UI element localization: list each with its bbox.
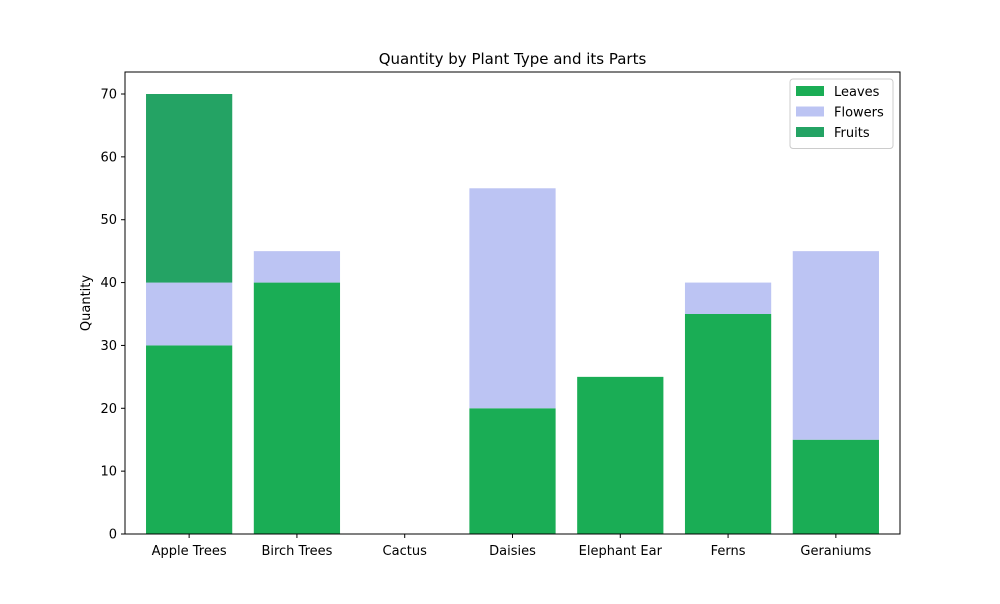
bar-fruits-apple-trees	[146, 94, 233, 283]
legend-swatch-flowers	[796, 106, 824, 117]
legend-label-leaves: Leaves	[834, 85, 880, 100]
x-tick-label: Geraniums	[800, 544, 871, 559]
bar-leaves-geraniums	[792, 439, 879, 534]
bar-leaves-birch-trees	[253, 282, 341, 534]
legend-label-flowers: Flowers	[834, 106, 884, 121]
y-tick-label: 20	[100, 402, 117, 417]
x-tick-label: Elephant Ear	[579, 544, 663, 559]
y-tick-label: 60	[100, 150, 117, 165]
x-tick-label: Birch Trees	[261, 544, 332, 559]
axes-layer: 0 10 20 30 40 50 60 70 Apple Trees Birch Trees Cac…	[100, 71, 901, 559]
y-tick-label: 70	[100, 88, 117, 103]
bar-flowers-daisies	[469, 188, 556, 409]
y-tick-label: 30	[100, 339, 117, 354]
y-tick-label: 50	[100, 213, 117, 228]
legend-label-fruits: Fruits	[834, 126, 870, 141]
bar-leaves-elephant-ear	[577, 376, 664, 534]
y-tick-label: 40	[100, 276, 117, 291]
x-tick-label: Ferns	[711, 544, 746, 559]
x-tick-label: Cactus	[383, 544, 428, 559]
legend-swatch-leaves	[796, 86, 824, 96]
legend-swatch-fruits	[796, 127, 824, 137]
bar-leaves-apple-trees	[146, 345, 233, 534]
bars-layer	[146, 94, 879, 534]
bar-leaves-ferns	[684, 314, 772, 534]
x-tick-label: Apple Trees	[152, 544, 227, 559]
bar-flowers-geraniums	[792, 251, 879, 440]
y-tick-label: 10	[100, 465, 117, 480]
bar-flowers-apple-trees	[146, 282, 233, 346]
legend: Leaves Flowers Fruits	[789, 78, 894, 149]
bar-leaves-daisies	[469, 408, 556, 534]
bar-flowers-birch-trees	[253, 251, 341, 283]
y-axis-title: Quantity	[79, 275, 94, 331]
chart-title: Quantity by Plant Type and its Parts	[379, 50, 647, 68]
x-tick-label: Daisies	[489, 544, 536, 559]
bar-flowers-ferns	[684, 282, 772, 314]
y-tick-label: 0	[109, 528, 117, 543]
